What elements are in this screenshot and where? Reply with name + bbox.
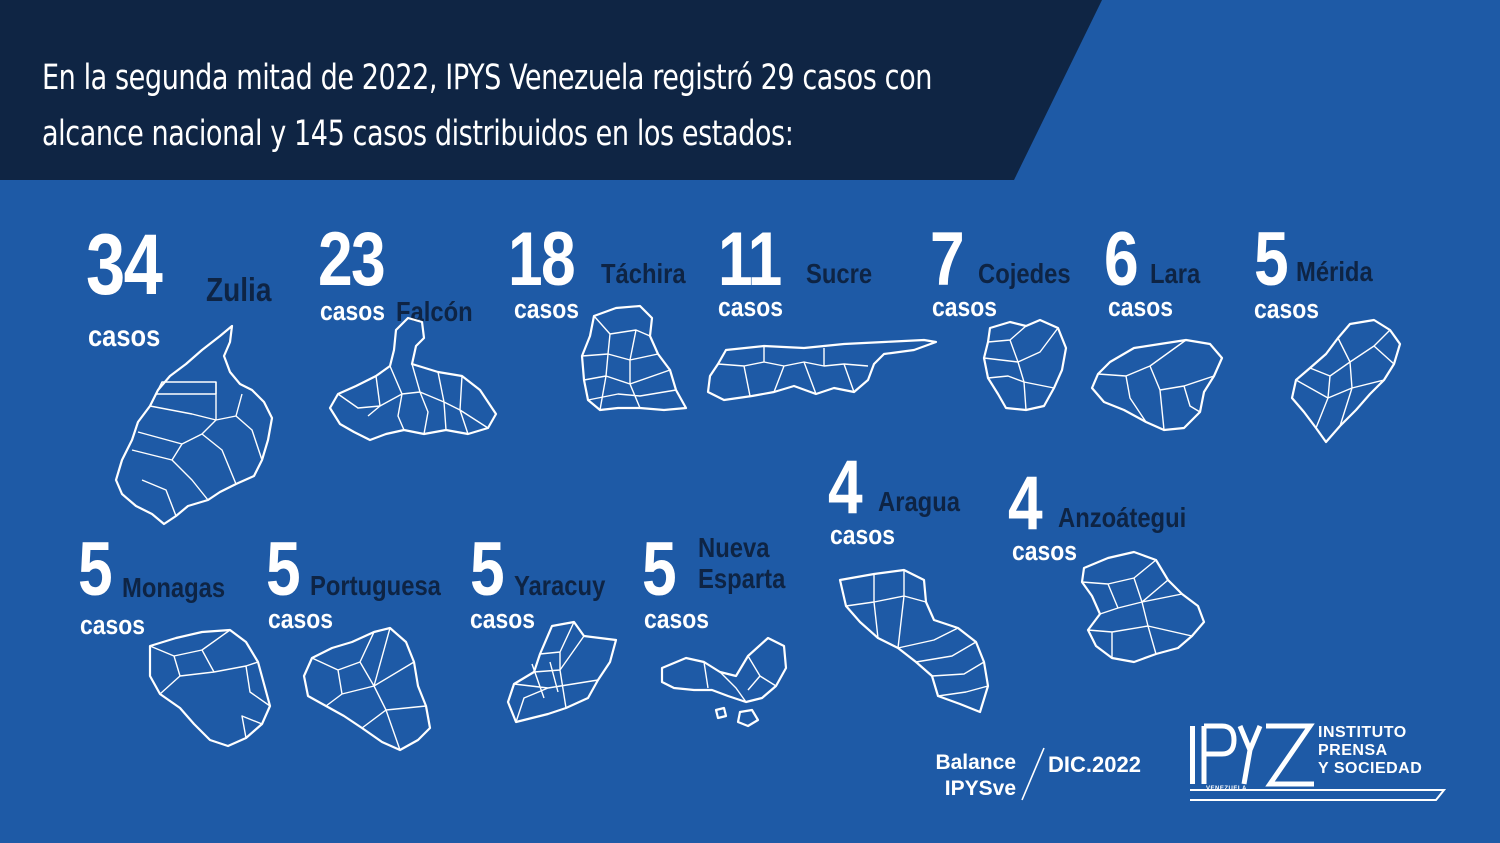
casos-label: casos (1108, 292, 1174, 322)
state-name: Anzoátegui (1058, 502, 1187, 533)
monagas-map-icon (148, 628, 272, 748)
state-name-line-1: Nueva (698, 532, 770, 563)
aragua-map-icon (838, 568, 990, 714)
logo-subtitle: VENEZUELA (1206, 786, 1247, 792)
logo-text: INSTITUTO PRENSA Y SOCIEDAD (1318, 724, 1422, 778)
logo-line-1: INSTITUTO (1318, 724, 1407, 741)
casos-label: casos (830, 520, 896, 550)
headline: En la segunda mitad de 2022, IPYS Venezu… (42, 50, 932, 162)
headline-line-2: alcance nacional y 145 casos distribuido… (42, 114, 794, 154)
case-count: 5 (1254, 217, 1289, 302)
headline-line-1: En la segunda mitad de 2022, IPYS Venezu… (42, 58, 932, 98)
state-name: Yaracuy (514, 570, 606, 601)
state-name: Aragua (878, 486, 960, 517)
state-name: Cojedes (978, 258, 1071, 289)
case-count: 4 (1008, 461, 1043, 546)
report-date: DIC.2022 (1048, 752, 1141, 777)
casos-label: casos (1012, 536, 1078, 566)
state-name: Táchira (601, 258, 686, 289)
portuguesa-map-icon (302, 626, 432, 752)
case-count: 5 (470, 527, 505, 612)
lara-map-icon (1090, 338, 1224, 432)
state-name-line-2: Esparta (698, 563, 786, 595)
case-count: 5 (266, 527, 301, 612)
balance-line-2: IPYSve (944, 777, 1016, 800)
state-name: Zulia (206, 271, 272, 308)
casos-label: casos (932, 292, 998, 322)
casos-label: casos (470, 604, 536, 634)
case-count: 5 (642, 527, 677, 612)
case-count: 6 (1104, 217, 1139, 302)
tachira-map-icon (580, 304, 688, 412)
divider-slash (1021, 747, 1045, 801)
state-name: Monagas (122, 572, 226, 603)
state-name: Lara (1150, 258, 1201, 289)
casos-label: casos (644, 604, 710, 634)
state-name: Portuguesa (310, 570, 441, 601)
casos-label: casos (268, 604, 334, 634)
yaracuy-map-icon (506, 620, 618, 724)
cojedes-map-icon (982, 318, 1068, 412)
banner-shape (0, 0, 1102, 180)
state-name: Mérida (1296, 256, 1373, 287)
casos-label: casos (320, 296, 386, 326)
casos-label: casos (718, 292, 784, 322)
logo-line-2: PRENSA (1318, 742, 1388, 759)
logo-line-3: Y SOCIEDAD (1318, 760, 1423, 777)
casos-label: casos (88, 320, 161, 353)
case-count: 34 (86, 217, 163, 313)
balance-line-1: Balance (935, 751, 1016, 774)
case-count: 7 (930, 217, 965, 302)
casos-label: casos (80, 610, 146, 640)
ipys-logo-icon (1190, 723, 1446, 801)
state-name: Falcón (396, 296, 473, 327)
state-name: Nueva Esparta (698, 532, 785, 595)
sucre-map-icon (706, 338, 938, 402)
case-count: 5 (78, 527, 113, 612)
nueva-esparta-map-icon (660, 636, 788, 728)
case-count: 18 (508, 217, 576, 302)
state-name: Sucre (806, 258, 873, 289)
casos-label: casos (1254, 294, 1320, 324)
balance-label: Balance IPYSve (912, 750, 1016, 802)
case-count: 4 (828, 445, 863, 530)
anzoategui-map-icon (1080, 550, 1206, 664)
falcon-map-icon (328, 316, 498, 442)
zulia-map-icon (114, 324, 274, 526)
header-banner (0, 0, 1500, 180)
case-count: 11 (718, 217, 782, 302)
case-count: 23 (318, 217, 386, 302)
merida-map-icon (1290, 318, 1402, 444)
casos-label: casos (514, 294, 580, 324)
